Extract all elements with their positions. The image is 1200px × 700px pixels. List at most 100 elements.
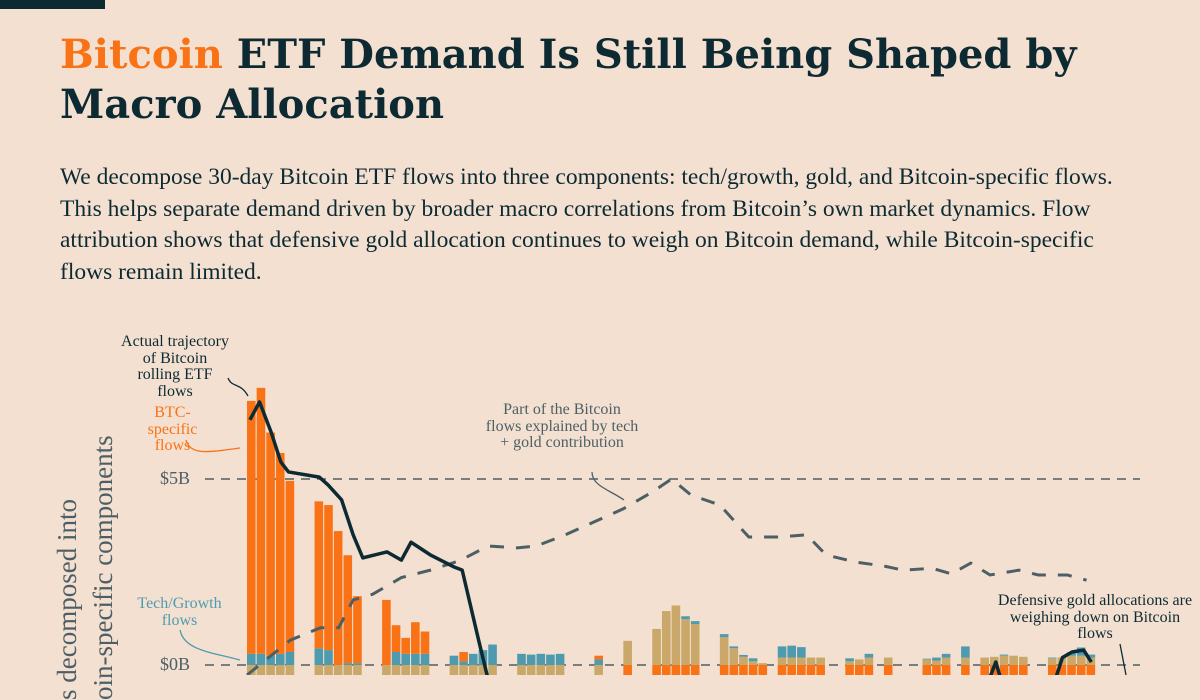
bar-tech	[787, 645, 796, 658]
bar-gold	[671, 605, 681, 665]
bar-gold	[777, 657, 787, 665]
bar-gold	[488, 665, 497, 675]
bar-tech	[845, 658, 854, 662]
top-accent-bar	[0, 0, 105, 9]
bar-btc	[671, 665, 681, 675]
bar-gold	[1047, 658, 1057, 665]
bar-gold	[594, 665, 603, 675]
chart	[179, 377, 1140, 675]
bar-tech	[961, 646, 970, 658]
bar-gold	[623, 640, 632, 665]
bar-gold	[1019, 656, 1028, 665]
gold-arrow	[1119, 643, 1127, 675]
bar-tech	[391, 651, 401, 665]
bar-btc	[594, 655, 603, 660]
bar-btc	[806, 665, 816, 675]
bar-tech	[594, 659, 603, 665]
bar-btc	[391, 625, 401, 652]
annotation-gold: Defensive gold allocations are weighing …	[997, 592, 1193, 642]
bar-tech	[420, 653, 430, 665]
bar-gold	[256, 665, 266, 675]
bar-tech	[690, 621, 700, 625]
btc-arrow	[185, 439, 241, 453]
bar-tech	[739, 654, 748, 657]
bar-btc	[719, 665, 729, 675]
bar-gold	[411, 665, 420, 675]
y-axis-label-line1: s decomposed into	[52, 499, 82, 700]
bar-btc	[343, 555, 353, 664]
bar-btc	[285, 480, 295, 652]
bar-gold	[324, 665, 333, 675]
bar-tech	[729, 646, 739, 649]
bar-gold	[854, 659, 864, 665]
tech-arrow	[179, 629, 241, 661]
bar-gold	[333, 665, 343, 675]
bar-gold	[999, 655, 1009, 665]
bar-gold	[459, 665, 468, 675]
bar-gold	[729, 648, 739, 665]
title-highlight: Bitcoin	[60, 31, 223, 78]
bar-gold	[681, 619, 690, 665]
bar-tech	[797, 647, 806, 658]
bar-btc	[420, 631, 430, 654]
bar-gold	[941, 657, 951, 665]
bar-btc	[932, 665, 941, 675]
bar-gold	[980, 657, 989, 665]
bar-tech	[343, 663, 353, 665]
bar-btc	[266, 432, 275, 656]
page-title: Bitcoin ETF Demand Is Still Being Shaped…	[60, 30, 1160, 130]
bar-gold	[1067, 655, 1076, 665]
bar-gold	[845, 661, 854, 665]
bar-btc	[1086, 665, 1096, 675]
bar-btc	[681, 665, 690, 675]
bar-gold	[546, 665, 555, 675]
bar-btc	[623, 665, 632, 675]
bar-gold	[468, 665, 478, 675]
bar-btc	[816, 665, 825, 675]
bar-gold	[555, 665, 565, 675]
bar-gold	[517, 665, 526, 675]
bar-tech	[941, 653, 951, 658]
bar-tech	[922, 658, 932, 660]
bar-btc	[777, 665, 787, 675]
bar-btc	[690, 665, 700, 675]
actual-flows-line-right	[988, 648, 1093, 675]
bar-tech	[1047, 657, 1057, 659]
bar-gold	[652, 628, 661, 665]
title-rest: ETF Demand Is Still Being Shaped by Macr…	[60, 31, 1077, 128]
bar-tech	[488, 644, 497, 665]
bar-btc	[411, 622, 420, 654]
bar-btc	[758, 665, 768, 675]
bar-gold	[478, 665, 488, 675]
bar-gold	[353, 665, 362, 675]
bar-tech	[247, 653, 256, 665]
bar-tech	[526, 654, 536, 665]
bar-gold	[864, 657, 874, 665]
bar-btc	[324, 505, 333, 651]
bar-gold	[266, 665, 275, 675]
annotation-explained: Part of the Bitcoin flows explained by t…	[485, 401, 639, 451]
bar-tech	[864, 653, 874, 658]
bar-tech	[748, 658, 758, 662]
bar-gold	[990, 656, 999, 665]
bar-gold	[382, 665, 391, 675]
bar-btc	[864, 665, 874, 675]
bar-gold	[748, 661, 758, 665]
bar-tech	[324, 650, 333, 665]
bar-gold	[797, 657, 806, 665]
bar-gold	[661, 611, 671, 665]
bar-gold	[806, 657, 816, 665]
bar-gold	[816, 657, 825, 665]
bar-gold	[690, 624, 700, 665]
bar-gold	[739, 656, 748, 665]
explained-arrow	[591, 471, 625, 501]
y-tick-5b: $5B	[160, 468, 191, 488]
bar-btc	[845, 665, 854, 675]
bar-gold	[391, 665, 401, 675]
bar-gold	[314, 665, 324, 675]
bar-gold	[526, 665, 536, 675]
bar-gold	[787, 657, 796, 665]
bar-tech	[999, 654, 1009, 656]
bar-tech	[285, 651, 295, 665]
bar-gold	[719, 637, 729, 665]
